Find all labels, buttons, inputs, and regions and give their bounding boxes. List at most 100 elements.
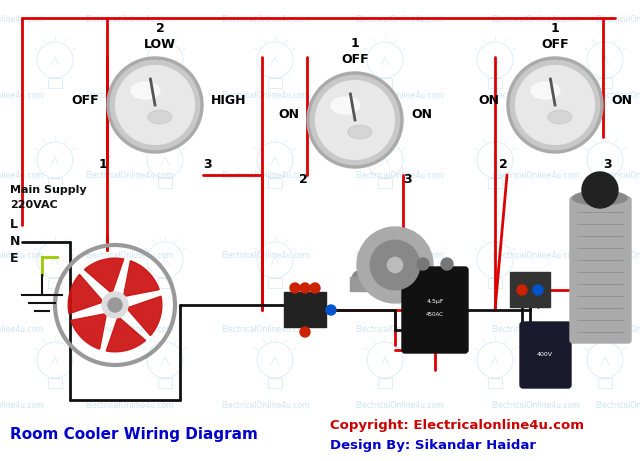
Text: ElectricalOnline4u.com: ElectricalOnline4u.com — [86, 325, 174, 335]
Text: ElectricalOnline4u.com: ElectricalOnline4u.com — [491, 401, 579, 409]
Polygon shape — [127, 296, 162, 336]
Text: 3: 3 — [203, 158, 211, 171]
Ellipse shape — [573, 191, 627, 205]
Text: ElectricalOnline4u.com: ElectricalOnline4u.com — [221, 325, 309, 335]
Text: ElectricalOnline4u.com: ElectricalOnline4u.com — [491, 90, 579, 100]
Polygon shape — [124, 261, 159, 296]
Text: ElectricalOnline4u.com: ElectricalOnline4u.com — [491, 250, 579, 260]
Text: LOW: LOW — [144, 38, 176, 51]
Text: ON: ON — [611, 94, 632, 106]
Text: ElectricalOnline4u.com: ElectricalOnline4u.com — [596, 90, 640, 100]
FancyBboxPatch shape — [350, 277, 368, 291]
Text: ElectricalOnline4u.com: ElectricalOnline4u.com — [0, 90, 44, 100]
Text: ElectricalOnline4u.com: ElectricalOnline4u.com — [596, 325, 640, 335]
Text: 1: 1 — [99, 158, 108, 171]
Text: ElectricalOnline4u.com: ElectricalOnline4u.com — [0, 325, 44, 335]
Text: ElectricalOnline4u.com: ElectricalOnline4u.com — [221, 171, 309, 179]
Text: E: E — [10, 252, 19, 265]
Text: L: L — [10, 219, 18, 231]
FancyBboxPatch shape — [402, 267, 468, 353]
Text: ElectricalOnline4u.com: ElectricalOnline4u.com — [491, 16, 579, 24]
Circle shape — [316, 81, 394, 160]
Text: Copyright: Electricalonline4u.com: Copyright: Electricalonline4u.com — [330, 419, 584, 431]
Text: ElectricalOnline4u.com: ElectricalOnline4u.com — [0, 401, 44, 409]
Polygon shape — [71, 313, 106, 349]
Circle shape — [510, 60, 600, 150]
Circle shape — [107, 57, 203, 153]
Text: ElectricalOnline4u.com: ElectricalOnline4u.com — [221, 16, 309, 24]
Text: ElectricalOnline4u.com: ElectricalOnline4u.com — [491, 325, 579, 335]
Polygon shape — [84, 258, 124, 293]
Text: ElectricalOnline4u.com: ElectricalOnline4u.com — [86, 90, 174, 100]
Circle shape — [516, 65, 595, 144]
Text: 2: 2 — [499, 158, 508, 171]
Ellipse shape — [531, 82, 560, 99]
Circle shape — [102, 292, 128, 318]
Ellipse shape — [148, 110, 172, 124]
Text: 1: 1 — [550, 22, 559, 35]
Text: 400V: 400V — [537, 353, 553, 357]
Text: ElectricalOnline4u.com: ElectricalOnline4u.com — [86, 401, 174, 409]
Text: ElectricalOnline4u.com: ElectricalOnline4u.com — [596, 250, 640, 260]
Text: 3: 3 — [403, 173, 412, 186]
Circle shape — [517, 285, 527, 295]
Circle shape — [300, 283, 310, 293]
FancyBboxPatch shape — [422, 277, 440, 291]
Text: ElectricalOnline4u.com: ElectricalOnline4u.com — [356, 16, 444, 24]
Text: ON: ON — [278, 108, 299, 122]
Polygon shape — [68, 274, 104, 314]
Text: ElectricalOnline4u.com: ElectricalOnline4u.com — [86, 250, 174, 260]
Text: ElectricalOnline4u.com: ElectricalOnline4u.com — [221, 401, 309, 409]
Circle shape — [352, 271, 366, 285]
Circle shape — [417, 258, 429, 270]
Circle shape — [326, 305, 336, 315]
Circle shape — [307, 72, 403, 168]
Text: ElectricalOnline4u.com: ElectricalOnline4u.com — [356, 401, 444, 409]
Text: N: N — [10, 236, 20, 248]
Circle shape — [357, 227, 433, 303]
Bar — [284, 292, 326, 327]
Circle shape — [424, 271, 438, 285]
FancyBboxPatch shape — [520, 322, 571, 388]
Circle shape — [582, 172, 618, 208]
Text: 2: 2 — [156, 22, 164, 35]
Text: ElectricalOnline4u.com: ElectricalOnline4u.com — [596, 401, 640, 409]
Circle shape — [507, 57, 603, 153]
Circle shape — [533, 285, 543, 295]
Circle shape — [116, 65, 195, 144]
Text: ElectricalOnline4u.com: ElectricalOnline4u.com — [596, 171, 640, 179]
Polygon shape — [106, 317, 145, 352]
Circle shape — [310, 75, 399, 165]
Circle shape — [108, 298, 122, 312]
Circle shape — [387, 257, 403, 272]
Ellipse shape — [131, 82, 160, 99]
Ellipse shape — [348, 125, 372, 139]
Text: ElectricalOnline4u.com: ElectricalOnline4u.com — [0, 250, 44, 260]
Text: Main Supply: Main Supply — [10, 185, 86, 195]
Text: ElectricalOnline4u.com: ElectricalOnline4u.com — [221, 90, 309, 100]
Text: 4.5µF: 4.5µF — [426, 300, 444, 305]
Circle shape — [290, 283, 300, 293]
Text: OFF: OFF — [541, 38, 569, 51]
Text: ElectricalOnline4u.com: ElectricalOnline4u.com — [356, 90, 444, 100]
Circle shape — [310, 283, 320, 293]
Text: 450AC: 450AC — [426, 313, 444, 318]
FancyBboxPatch shape — [570, 197, 631, 343]
Text: ElectricalOnline4u.com: ElectricalOnline4u.com — [0, 171, 44, 179]
Text: Design By: Sikandar Haidar: Design By: Sikandar Haidar — [330, 438, 536, 451]
Text: 220VAC: 220VAC — [10, 200, 58, 210]
Text: Room Cooler Wiring Diagram: Room Cooler Wiring Diagram — [10, 427, 258, 443]
Text: 2: 2 — [299, 173, 307, 186]
Text: ON: ON — [411, 108, 432, 122]
Text: ElectricalOnline4u.com: ElectricalOnline4u.com — [596, 16, 640, 24]
Ellipse shape — [331, 97, 360, 114]
Circle shape — [110, 60, 200, 150]
Text: ElectricalOnline4u.com: ElectricalOnline4u.com — [491, 171, 579, 179]
Text: ElectricalOnline4u.com: ElectricalOnline4u.com — [356, 250, 444, 260]
Text: ElectricalOnline4u.com: ElectricalOnline4u.com — [356, 171, 444, 179]
Text: 3: 3 — [603, 158, 611, 171]
Text: OFF: OFF — [341, 53, 369, 66]
Text: 1: 1 — [351, 37, 360, 50]
Ellipse shape — [548, 110, 572, 124]
Circle shape — [371, 240, 420, 290]
